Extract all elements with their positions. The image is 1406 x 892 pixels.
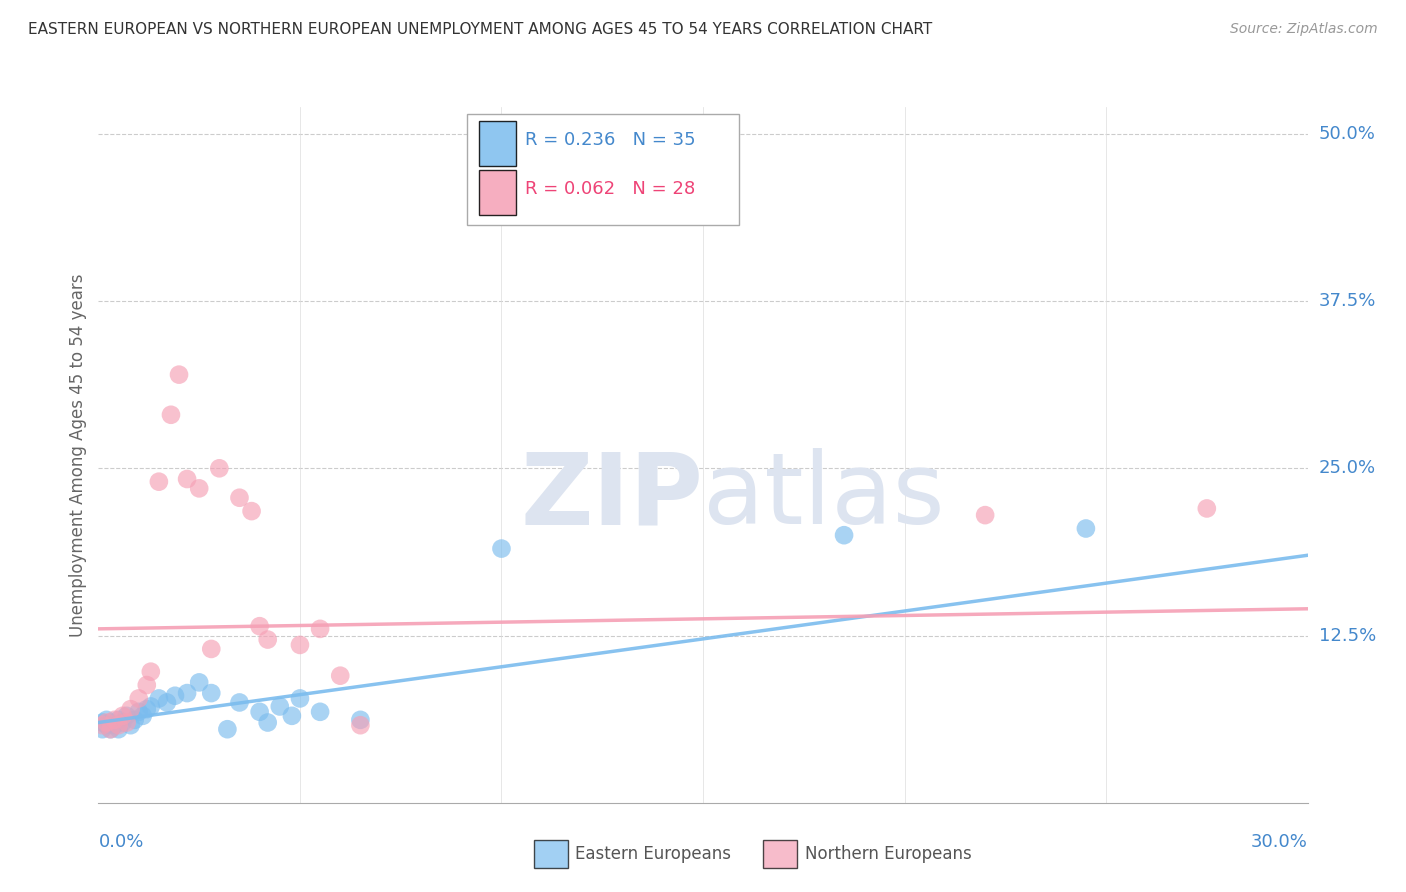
Point: [107, 713, 129, 727]
FancyBboxPatch shape: [479, 169, 516, 215]
Text: 12.5%: 12.5%: [1319, 626, 1376, 645]
Point: [188, 482, 211, 496]
Point: [228, 696, 250, 710]
Point: [200, 642, 222, 657]
Text: 50.0%: 50.0%: [1319, 125, 1375, 143]
Text: R = 0.062   N = 28: R = 0.062 N = 28: [526, 180, 696, 198]
Point: [249, 705, 271, 719]
Point: [91, 715, 114, 730]
Point: [240, 504, 263, 518]
Point: [309, 705, 332, 719]
Point: [160, 408, 183, 422]
Text: atlas: atlas: [703, 448, 945, 545]
Point: [128, 705, 150, 719]
Point: [135, 702, 157, 716]
Text: 25.0%: 25.0%: [1319, 459, 1376, 477]
Point: [128, 691, 150, 706]
Point: [139, 665, 162, 679]
Point: [120, 718, 142, 732]
Point: [281, 708, 304, 723]
Point: [176, 686, 198, 700]
FancyBboxPatch shape: [534, 839, 568, 868]
Point: [249, 619, 271, 633]
Point: [96, 718, 118, 732]
Point: [135, 678, 157, 692]
Point: [96, 713, 118, 727]
Point: [309, 622, 332, 636]
Text: Source: ZipAtlas.com: Source: ZipAtlas.com: [1230, 22, 1378, 37]
Point: [163, 689, 186, 703]
Point: [91, 723, 114, 737]
Point: [217, 723, 239, 737]
Point: [132, 708, 155, 723]
Point: [107, 718, 129, 732]
Point: [288, 638, 311, 652]
Point: [148, 691, 170, 706]
Point: [103, 718, 125, 732]
Point: [103, 713, 125, 727]
Point: [974, 508, 997, 523]
Point: [124, 713, 146, 727]
Point: [228, 491, 250, 505]
Point: [148, 475, 170, 489]
Text: ZIP: ZIP: [520, 448, 703, 545]
Point: [156, 696, 179, 710]
Point: [256, 632, 278, 647]
Point: [349, 718, 371, 732]
Text: EASTERN EUROPEAN VS NORTHERN EUROPEAN UNEMPLOYMENT AMONG AGES 45 TO 54 YEARS COR: EASTERN EUROPEAN VS NORTHERN EUROPEAN UN…: [28, 22, 932, 37]
Text: 37.5%: 37.5%: [1319, 292, 1376, 310]
Point: [269, 699, 291, 714]
Point: [208, 461, 231, 475]
FancyBboxPatch shape: [479, 121, 516, 166]
Point: [188, 675, 211, 690]
Point: [176, 472, 198, 486]
Point: [100, 715, 122, 730]
Point: [139, 699, 162, 714]
Point: [491, 541, 513, 556]
Point: [349, 713, 371, 727]
Point: [120, 702, 142, 716]
Point: [91, 718, 114, 732]
Text: R = 0.236   N = 35: R = 0.236 N = 35: [526, 131, 696, 150]
FancyBboxPatch shape: [763, 839, 797, 868]
Point: [288, 691, 311, 706]
Point: [200, 686, 222, 700]
Point: [115, 708, 138, 723]
Point: [115, 715, 138, 730]
Point: [832, 528, 855, 542]
Point: [96, 715, 118, 730]
Point: [1074, 521, 1097, 535]
Point: [256, 715, 278, 730]
Point: [329, 669, 352, 683]
Point: [1195, 501, 1218, 516]
Point: [111, 708, 134, 723]
Text: Northern Europeans: Northern Europeans: [804, 845, 972, 863]
Point: [107, 723, 129, 737]
Point: [167, 368, 190, 382]
Text: 0.0%: 0.0%: [98, 833, 143, 851]
Point: [111, 715, 134, 730]
Point: [100, 723, 122, 737]
Y-axis label: Unemployment Among Ages 45 to 54 years: Unemployment Among Ages 45 to 54 years: [69, 273, 87, 637]
Point: [100, 723, 122, 737]
Text: Eastern Europeans: Eastern Europeans: [575, 845, 731, 863]
Text: 30.0%: 30.0%: [1251, 833, 1308, 851]
FancyBboxPatch shape: [467, 114, 740, 226]
